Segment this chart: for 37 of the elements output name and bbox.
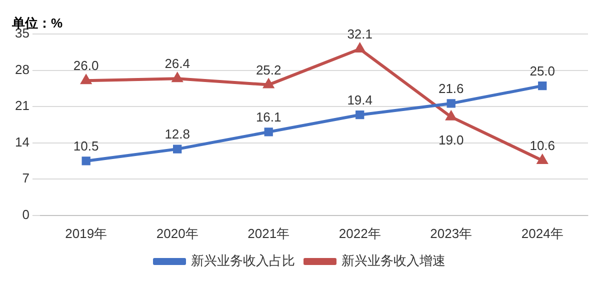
y-tick-label: 7 xyxy=(22,170,30,186)
data-label: 32.1 xyxy=(347,26,373,42)
data-label: 10.6 xyxy=(530,138,556,154)
data-label: 19.4 xyxy=(347,92,373,108)
data-label: 26.4 xyxy=(164,56,190,72)
data-label: 25.0 xyxy=(530,63,556,78)
data-label: 10.5 xyxy=(73,138,99,154)
data-label: 16.1 xyxy=(256,110,282,125)
point xyxy=(356,110,364,120)
point xyxy=(173,144,182,154)
legend-label: 新兴业务收入占比 xyxy=(191,253,295,268)
y-tick-label: 0 xyxy=(22,206,30,222)
point xyxy=(264,128,273,136)
point xyxy=(354,44,365,53)
data-label: 25.2 xyxy=(256,62,282,78)
point xyxy=(264,79,274,88)
y-tick-label: 14 xyxy=(14,134,30,150)
point xyxy=(446,111,456,120)
x-tick-label: 2023年 xyxy=(430,226,472,241)
legend-label: 新兴业务收入增速 xyxy=(342,253,446,268)
data-label: 26.0 xyxy=(73,58,99,74)
point xyxy=(172,73,182,82)
point xyxy=(81,75,92,84)
x-tick-label: 2024年 xyxy=(521,226,564,241)
x-tick-label: 2020年 xyxy=(156,226,198,241)
point xyxy=(82,156,90,166)
point xyxy=(446,99,456,108)
x-tick-label: 2019年 xyxy=(65,226,108,241)
data-label: 21.6 xyxy=(438,81,464,96)
y-tick-label: 21 xyxy=(14,98,30,114)
point xyxy=(538,82,547,90)
x-tick-label: 2022年 xyxy=(338,226,381,241)
data-label: 12.8 xyxy=(164,126,190,142)
data-label: 19.0 xyxy=(438,132,464,148)
x-tick-label: 2021年 xyxy=(248,226,290,241)
y-tick-label: 28 xyxy=(14,62,30,77)
point xyxy=(537,154,548,164)
